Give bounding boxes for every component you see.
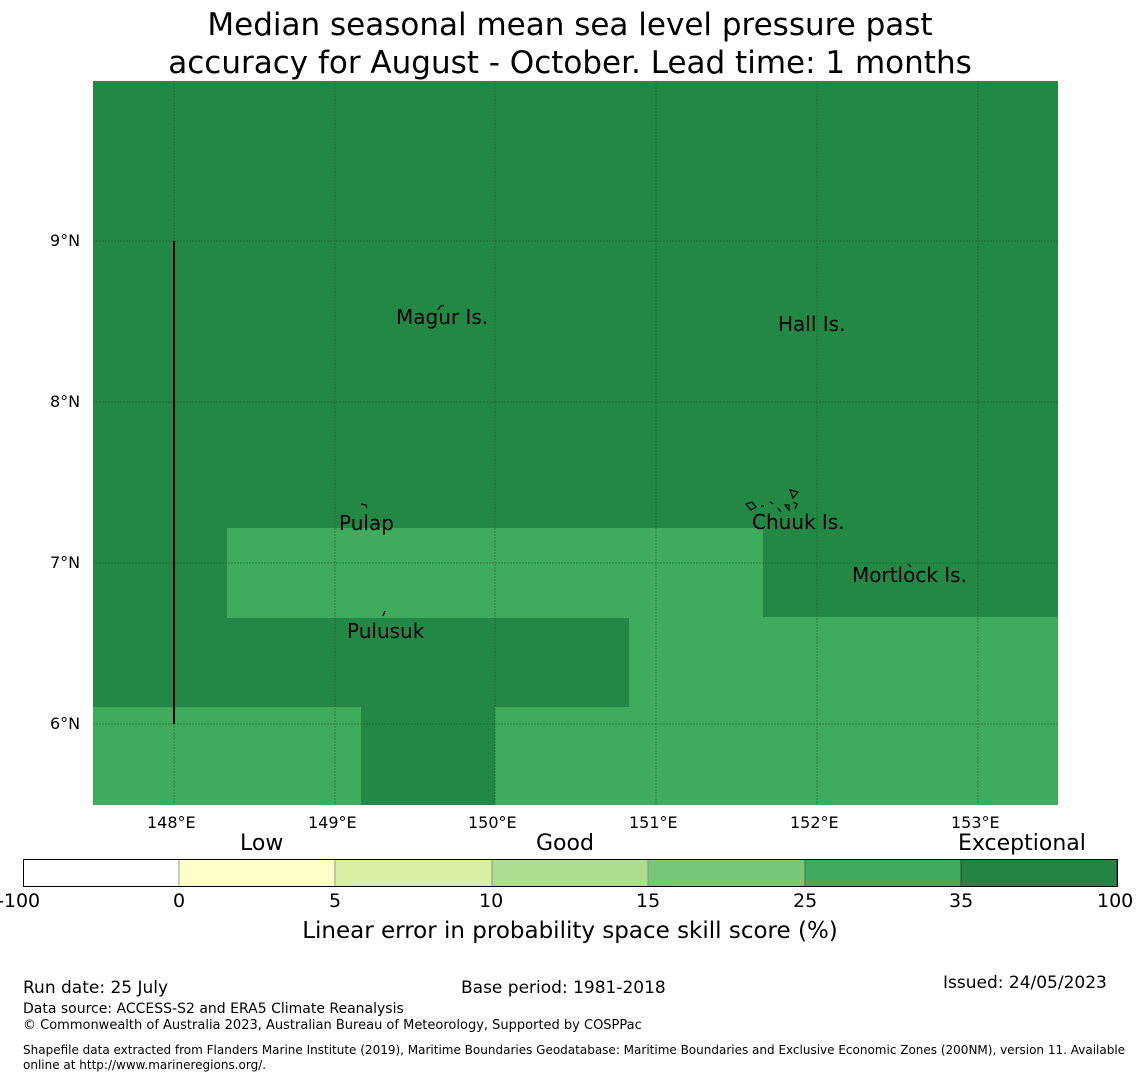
colorbar-frame: [23, 859, 1118, 887]
place-label-pulap: Pulap: [339, 511, 394, 535]
place-label-magur: Magur Is.: [396, 305, 489, 329]
chuuk-island-shape: [744, 489, 800, 513]
category-label-exceptional: Exceptional: [958, 831, 1086, 856]
skill-region-good-5: [93, 707, 361, 805]
place-label-mortlock: Mortlock Is.: [852, 563, 967, 587]
place-label-pulusuk: Pulusuk: [347, 619, 425, 643]
colorbar-tick-label: -100: [0, 890, 41, 912]
shapefile-credit-line-1: Shapefile data extracted from Flanders M…: [23, 1043, 1126, 1057]
gridlines: [93, 81, 1058, 805]
skill-region-good-2: [763, 617, 1058, 805]
skill-region-good-3: [629, 617, 763, 805]
colorbar-tick-label: 0: [173, 890, 186, 912]
category-label-low: Low: [240, 831, 284, 856]
colorbar-tick-label: 25: [793, 890, 818, 912]
colorbar: [23, 859, 1118, 887]
skill-map: [93, 81, 1058, 805]
copyright: © Commonwealth of Australia 2023, Austra…: [23, 1018, 642, 1033]
colorbar-segment: [804, 859, 962, 887]
lon-label-153e: 153°E: [951, 813, 1000, 832]
lat-label-7n: 7°N: [50, 553, 81, 572]
lon-label-152e: 152°E: [790, 813, 839, 832]
lat-label-8n: 8°N: [50, 392, 81, 411]
mortlock-island-shape: [907, 563, 912, 568]
colorbar-tick-label: 100: [1097, 890, 1134, 912]
colorbar-tick-label: 5: [329, 890, 342, 912]
magur-island-shape: [437, 304, 445, 311]
colorbar-tick-label: 10: [479, 890, 504, 912]
colorbar-segment: [178, 859, 336, 887]
lat-label-6n: 6°N: [50, 714, 81, 733]
colorbar-tick-label: 35: [949, 890, 974, 912]
colorbar-segment: [960, 859, 1118, 887]
colorbar-segment: [491, 859, 649, 887]
data-source: Data source: ACCESS-S2 and ERA5 Climate …: [23, 1001, 404, 1017]
issued-date: Issued: 24/05/2023: [943, 973, 1107, 993]
title-line-1: Median seasonal mean sea level pressure …: [207, 7, 933, 43]
shapefile-credit-line-2: online at http://www.marineregions.org/.: [23, 1058, 267, 1072]
chart-title: Median seasonal mean sea level pressure …: [0, 6, 1140, 82]
lon-label-151e: 151°E: [629, 813, 678, 832]
colorbar-segment: [23, 859, 180, 887]
base-period: Base period: 1981-2018: [461, 978, 666, 998]
lat-label-9n: 9°N: [50, 231, 81, 250]
category-label-good: Good: [536, 831, 594, 856]
colorbar-segment: [334, 859, 493, 887]
lon-label-148e: 148°E: [147, 813, 196, 832]
place-label-hall: Hall Is.: [778, 312, 846, 336]
colorbar-segment: [647, 859, 806, 887]
pulusuk-island-shape: [382, 610, 386, 617]
colorbar-tick-label: 15: [636, 890, 661, 912]
lon-label-149e: 149°E: [308, 813, 357, 832]
pulap-island-shape: [360, 503, 368, 509]
colorbar-title: Linear error in probability space skill …: [302, 918, 838, 944]
run-date: Run date: 25 July: [23, 978, 169, 998]
island-outlines: [360, 304, 912, 617]
title-line-2: accuracy for August - October. Lead time…: [168, 45, 972, 81]
place-label-chuuk: Chuuk Is.: [752, 510, 845, 534]
skill-region-good-4: [495, 707, 629, 805]
lon-label-150e: 150°E: [468, 813, 517, 832]
